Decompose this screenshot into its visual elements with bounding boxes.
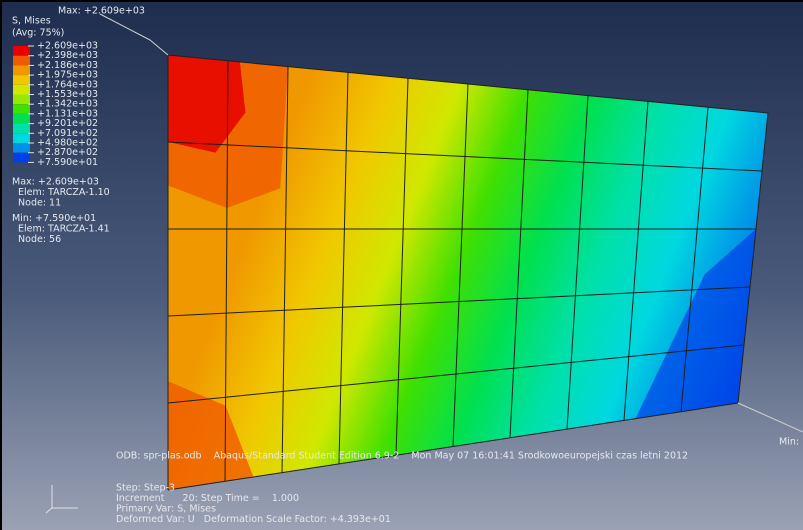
step-line: Deformed Var: U Deformation Scale Factor… <box>116 514 391 525</box>
legend-swatch <box>13 133 30 143</box>
legend-title: S, Mises <box>12 16 51 27</box>
step-line: Step: Step-3 <box>116 483 175 494</box>
legend-swatch <box>13 65 30 75</box>
legend-label: +7.590e+01 <box>37 157 98 168</box>
step-line: Increment 20: Step Time = 1.000 <box>116 493 299 504</box>
legend-subtitle: (Avg: 75%) <box>12 28 64 39</box>
extreme-info: Min: +7.590e+01 <box>12 213 96 224</box>
odb-line: ODB: spr-plas.odb Abaqus/Standard Studen… <box>116 451 688 462</box>
extreme-info: Elem: TARCZA-1.10 <box>12 187 110 198</box>
extreme-info: Elem: TARCZA-1.41 <box>12 224 110 235</box>
extreme-info: Max: +2.609e+03 <box>12 177 99 188</box>
legend: +2.609e+03+2.398e+03+2.186e+03+1.975e+03… <box>13 41 98 168</box>
step-line: Primary Var: S, Mises <box>116 504 216 515</box>
legend-swatch <box>13 104 30 114</box>
legend-swatch <box>13 85 30 95</box>
legend-swatch <box>13 46 30 56</box>
legend-swatch <box>13 153 30 163</box>
viewport: Max: +2.609e+03 Min: S, Mises (Avg: 75%)… <box>0 0 803 530</box>
legend-swatch <box>13 75 30 85</box>
legend-swatch <box>13 114 30 124</box>
extreme-info: Node: 11 <box>12 198 61 209</box>
legend-swatch <box>13 95 30 105</box>
legend-swatch <box>13 124 30 134</box>
legend-swatch <box>13 143 30 153</box>
min-annotation: Min: <box>779 437 799 448</box>
extreme-info: Node: 56 <box>12 234 61 245</box>
legend-swatch <box>13 56 30 66</box>
max-annotation: Max: +2.609e+03 <box>58 6 145 17</box>
